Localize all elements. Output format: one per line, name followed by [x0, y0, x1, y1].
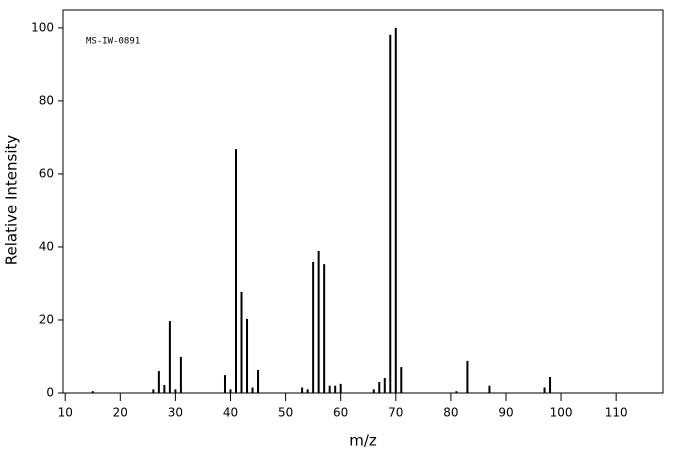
peak	[301, 387, 304, 393]
x-tick-label: 80	[443, 406, 458, 420]
peak	[383, 378, 386, 393]
peak	[394, 27, 397, 393]
peak	[334, 385, 337, 393]
x-tick-label: 30	[168, 406, 183, 420]
x-tick-label: 50	[278, 406, 293, 420]
peak	[549, 376, 552, 393]
peak	[306, 389, 309, 393]
peak	[163, 384, 166, 393]
x-tick-label: 90	[498, 406, 513, 420]
peak	[372, 389, 375, 393]
peak	[157, 371, 160, 393]
peak	[543, 387, 546, 393]
peak	[339, 383, 342, 393]
x-tick-label: 110	[605, 406, 628, 420]
peak	[229, 389, 232, 393]
peak	[235, 149, 238, 393]
peak	[317, 250, 320, 393]
peak	[378, 382, 381, 393]
x-tick-label: 100	[550, 406, 573, 420]
peak	[400, 367, 403, 393]
y-axis-title: Relative Intensity	[3, 135, 21, 266]
y-tick-label: 40	[39, 239, 54, 253]
peak	[246, 318, 249, 393]
x-tick-label: 70	[388, 406, 403, 420]
x-tick-label: 60	[333, 406, 348, 420]
y-tick-label: 60	[39, 166, 54, 180]
peak	[240, 291, 243, 393]
peak	[179, 356, 182, 393]
x-tick-label: 40	[223, 406, 238, 420]
peak	[257, 369, 260, 393]
peak	[466, 360, 469, 393]
peak	[312, 261, 315, 393]
peak	[251, 387, 254, 393]
y-tick-label: 0	[46, 386, 54, 400]
peak	[488, 385, 491, 393]
peak	[328, 385, 331, 393]
peak	[168, 321, 171, 393]
peak	[91, 391, 94, 393]
y-tick-label: 80	[39, 93, 54, 107]
peak	[323, 264, 326, 393]
x-axis-title: m/z	[349, 432, 377, 450]
peak	[389, 34, 392, 393]
peak	[455, 391, 458, 393]
peak	[223, 375, 226, 393]
x-tick-label: 10	[58, 406, 73, 420]
plot-frame	[62, 9, 664, 394]
peak	[152, 389, 155, 393]
peak	[174, 389, 177, 393]
y-tick-label: 100	[31, 20, 54, 34]
x-tick-label: 20	[113, 406, 128, 420]
y-tick-label: 20	[39, 312, 54, 326]
annotation: MS-IW-0891	[86, 37, 140, 47]
